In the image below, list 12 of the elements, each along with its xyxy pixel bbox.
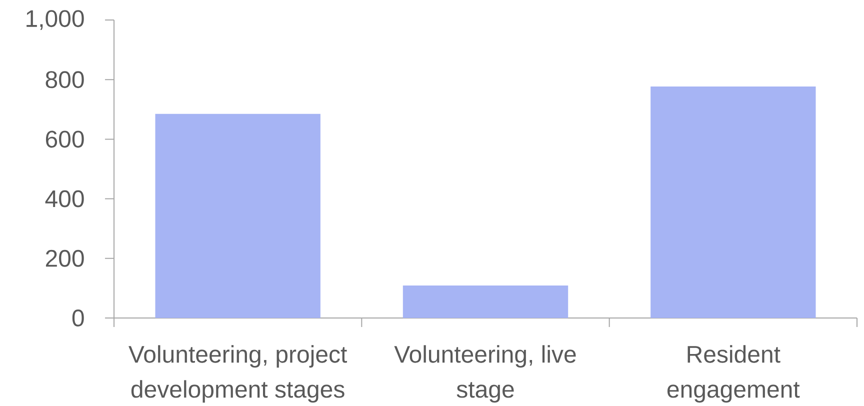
y-tick-label: 1,000	[26, 10, 84, 30]
x-tick-label: Resident engagement	[667, 345, 800, 403]
y-tick-label: 600	[46, 130, 84, 148]
bar	[650, 86, 816, 318]
bar	[155, 114, 320, 318]
y-tick-label: 0	[72, 310, 84, 326]
x-tick-label: Volunteering, live stage	[394, 345, 576, 403]
x-tick-label: Volunteering, project development stages	[128, 345, 348, 403]
bar	[402, 286, 568, 318]
y-tick-label: 800	[46, 71, 84, 88]
y-tick-label: 400	[45, 190, 84, 208]
y-tick-label: 200	[46, 250, 84, 267]
